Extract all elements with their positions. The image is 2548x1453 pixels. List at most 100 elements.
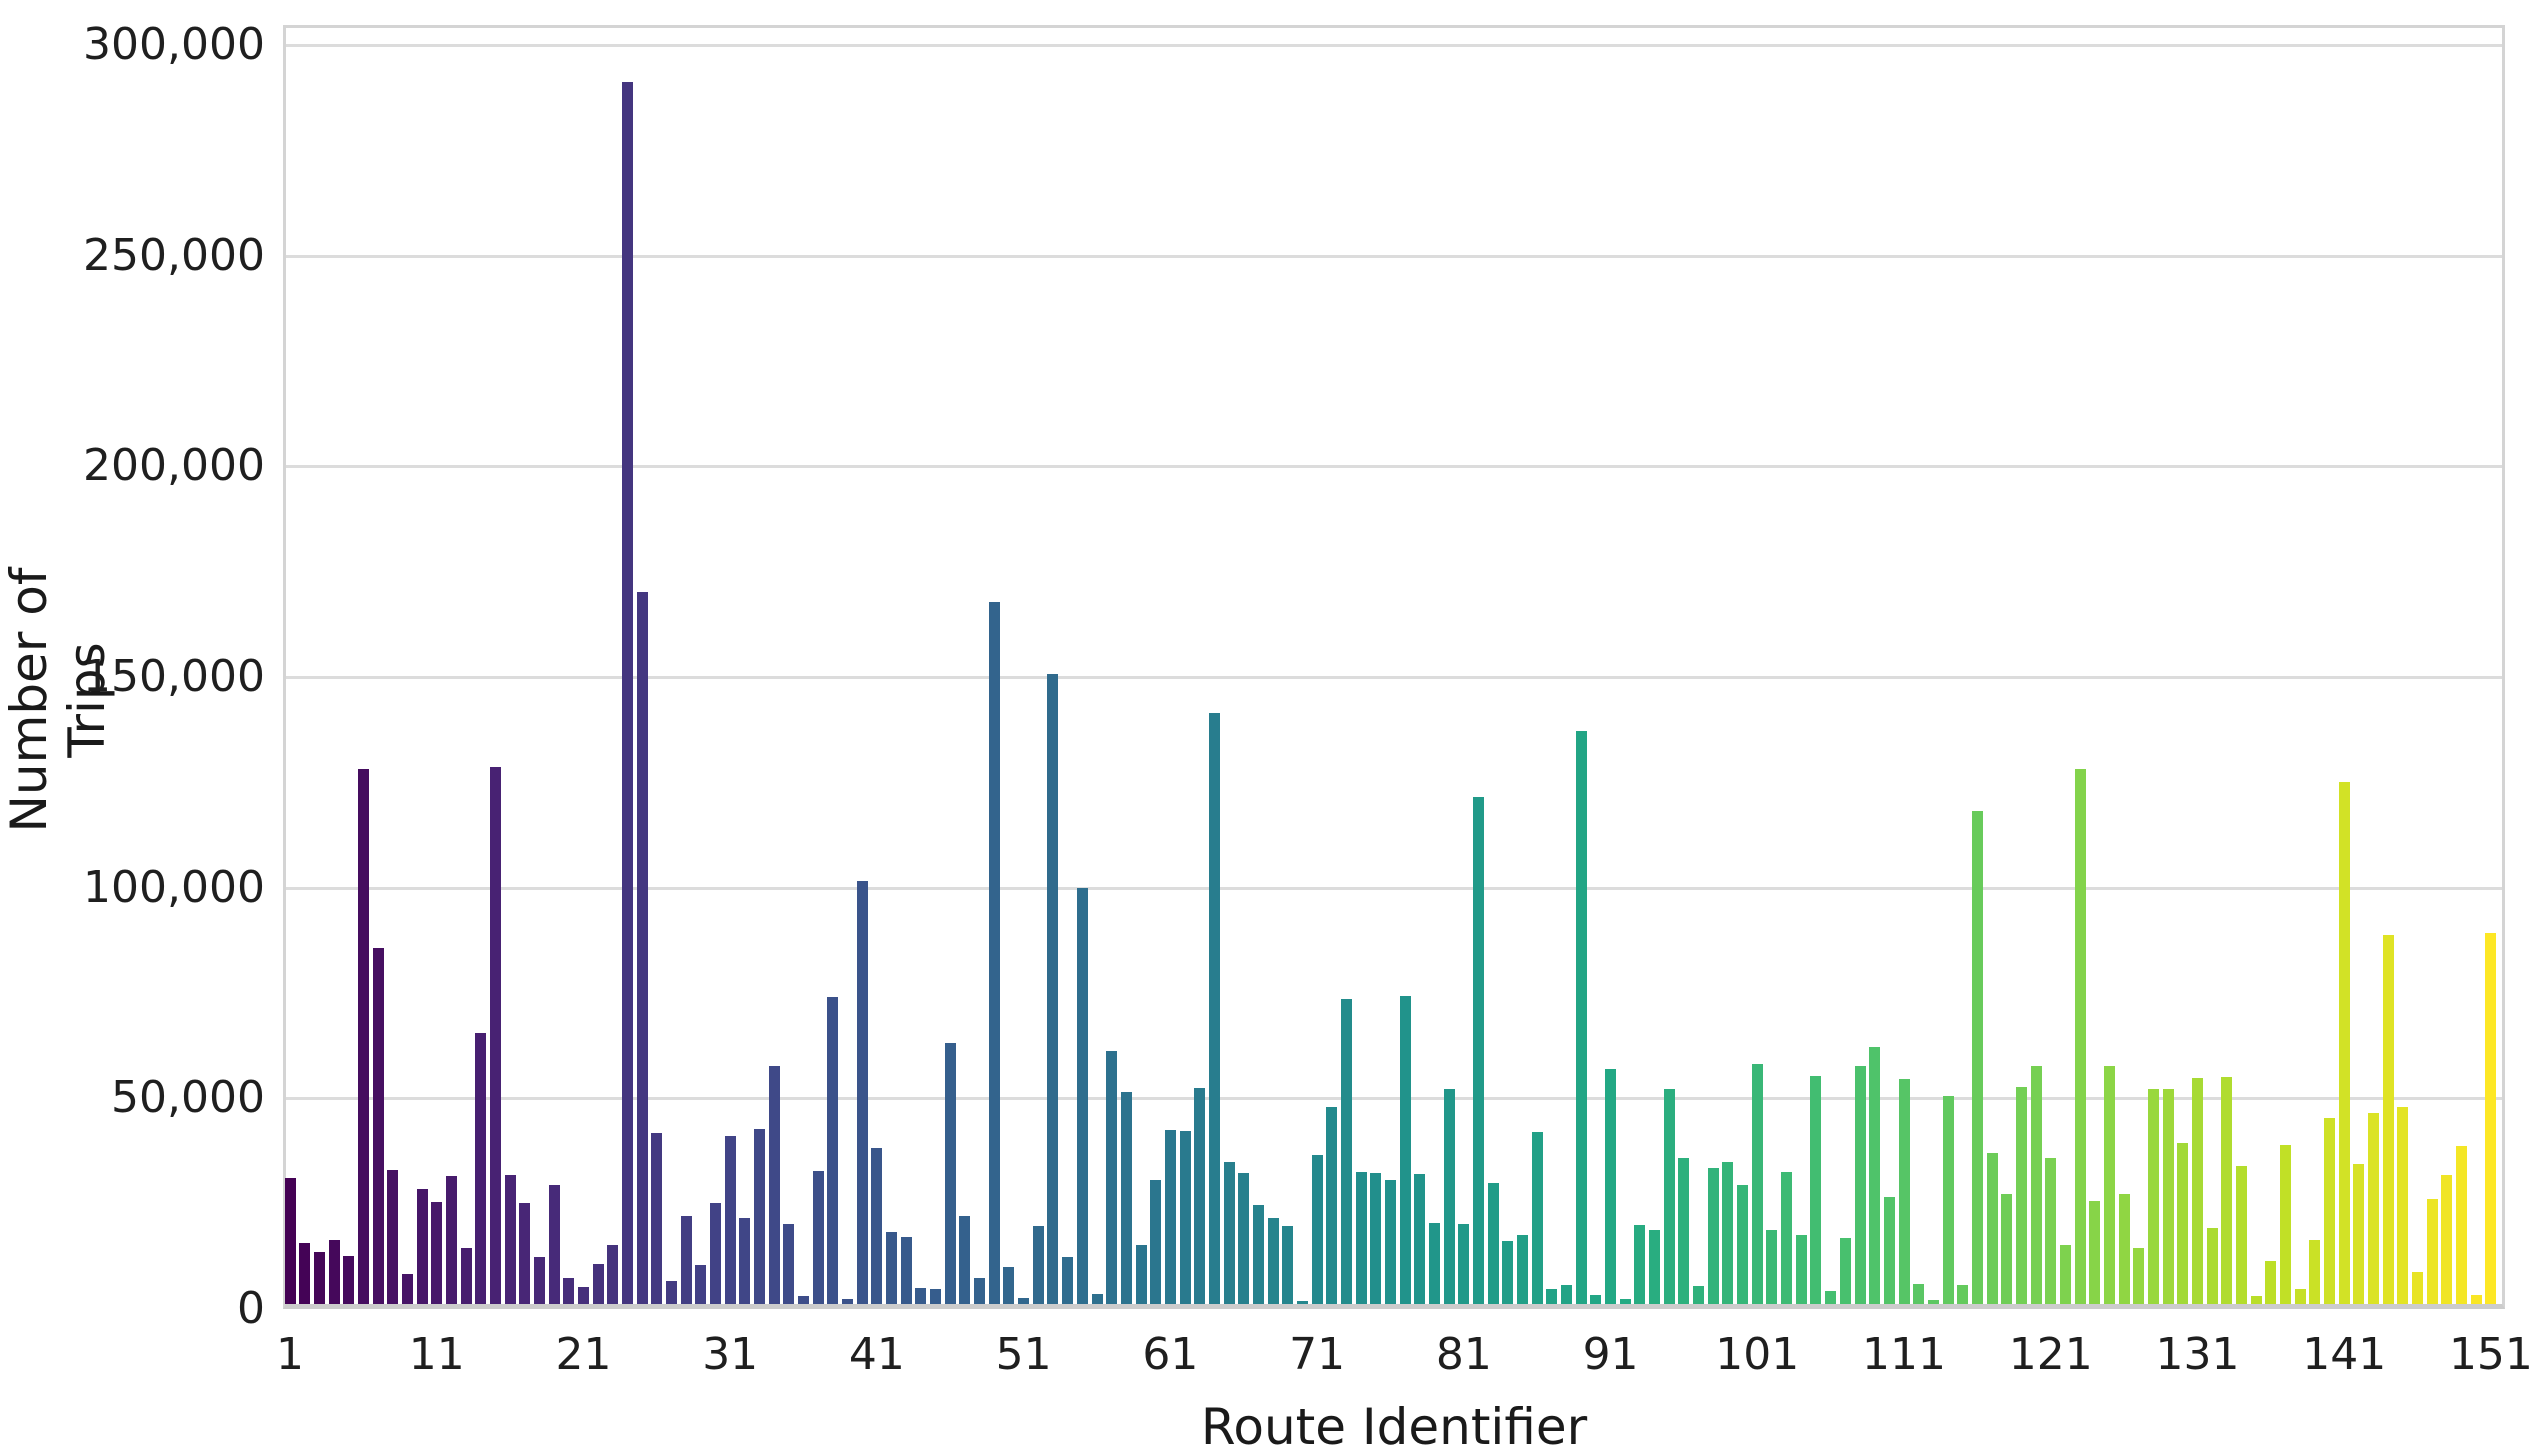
bar-route-130 (2177, 1143, 2189, 1304)
bar-route-29 (695, 1265, 707, 1304)
bar-route-131 (2191, 1078, 2203, 1304)
bar-route-118 (2001, 1194, 2013, 1304)
bar-route-52 (1032, 1226, 1044, 1304)
bar-route-35 (783, 1224, 795, 1304)
bar-route-134 (2236, 1166, 2247, 1304)
gridline-250000 (286, 254, 2502, 258)
bar-route-22 (592, 1264, 604, 1304)
bar-route-113 (1927, 1300, 1939, 1304)
bar-route-122 (2059, 1245, 2071, 1304)
bar-route-151 (2485, 933, 2497, 1304)
bar-route-31 (724, 1136, 736, 1304)
y-tick-label-50000: 50,000 (111, 1072, 265, 1124)
bar-route-147 (2426, 1199, 2438, 1304)
bar-route-109 (1869, 1047, 1881, 1304)
bar-route-91 (1605, 1069, 1617, 1304)
bar-route-144 (2382, 935, 2394, 1304)
bar-route-117 (1986, 1153, 1998, 1304)
bar-route-48 (974, 1278, 986, 1304)
x-tick-label-91: 91 (1582, 1329, 1639, 1380)
bar-route-124 (2089, 1201, 2101, 1304)
bar-route-129 (2162, 1089, 2174, 1304)
bar-route-72 (1326, 1107, 1338, 1304)
bar-route-4 (328, 1240, 340, 1304)
bar-route-143 (2368, 1113, 2380, 1304)
bar-route-100 (1737, 1185, 1749, 1304)
bar-route-13 (460, 1248, 472, 1304)
bar-route-11 (431, 1202, 443, 1304)
bar-route-71 (1311, 1155, 1323, 1304)
bar-route-119 (2015, 1087, 2027, 1304)
x-tick-label-11: 11 (408, 1329, 465, 1380)
bar-route-116 (1971, 811, 1983, 1304)
bar-route-25 (636, 592, 648, 1304)
bar-route-77 (1399, 996, 1411, 1304)
y-tick-label-200000: 200,000 (83, 440, 265, 492)
bar-route-145 (2397, 1107, 2409, 1304)
bar-route-19 (548, 1185, 560, 1304)
bar-route-114 (1942, 1096, 1954, 1304)
bar-route-104 (1795, 1235, 1807, 1304)
bar-route-98 (1707, 1168, 1719, 1304)
bar-route-36 (798, 1296, 810, 1304)
bar-route-21 (577, 1287, 589, 1304)
bar-route-3 (313, 1252, 325, 1304)
y-tick-label-300000: 300,000 (83, 18, 265, 70)
x-tick-label-101: 101 (1715, 1329, 1800, 1380)
bar-route-73 (1340, 999, 1352, 1304)
bar-route-103 (1781, 1172, 1793, 1304)
bar-route-7 (372, 948, 384, 1304)
bar-route-47 (959, 1216, 971, 1304)
bar-route-64 (1208, 713, 1220, 1304)
x-tick-label-21: 21 (555, 1329, 612, 1380)
bar-route-82 (1473, 797, 1484, 1304)
bar-route-88 (1561, 1285, 1573, 1304)
bar-route-137 (2280, 1145, 2292, 1304)
bar-route-8 (387, 1170, 399, 1304)
bar-route-125 (2103, 1066, 2115, 1304)
x-tick-label-51: 51 (995, 1329, 1052, 1380)
bar-route-85 (1517, 1235, 1529, 1304)
bar-route-149 (2456, 1146, 2468, 1304)
y-tick-label-250000: 250,000 (83, 229, 265, 281)
bar-route-54 (1062, 1257, 1074, 1304)
x-tick-label-141: 141 (2302, 1329, 2387, 1380)
plot-area (283, 25, 2505, 1309)
bar-route-87 (1546, 1289, 1558, 1304)
bar-route-120 (2030, 1066, 2042, 1304)
bar-route-68 (1267, 1218, 1279, 1304)
bar-route-50 (1003, 1267, 1015, 1304)
bar-route-70 (1296, 1301, 1308, 1304)
y-tick-label-0: 0 (237, 1283, 265, 1334)
bar-route-108 (1854, 1066, 1866, 1304)
bar-route-94 (1649, 1230, 1661, 1304)
bar-route-79 (1428, 1223, 1440, 1304)
bar-route-135 (2250, 1296, 2262, 1304)
x-tick-label-111: 111 (1862, 1329, 1946, 1380)
bar-route-106 (1825, 1291, 1837, 1304)
bar-route-138 (2294, 1289, 2306, 1304)
bar-route-49 (988, 602, 1000, 1304)
bar-route-60 (1150, 1180, 1162, 1304)
bar-route-9 (401, 1274, 413, 1304)
bar-route-46 (944, 1043, 956, 1304)
x-tick-label-151: 151 (2448, 1329, 2533, 1380)
x-tick-label-81: 81 (1435, 1329, 1492, 1380)
bar-route-75 (1370, 1173, 1382, 1304)
bar-route-115 (1957, 1285, 1969, 1304)
bar-route-20 (563, 1278, 575, 1304)
bar-route-99 (1722, 1162, 1734, 1304)
bar-route-128 (2147, 1089, 2159, 1304)
bar-route-56 (1091, 1294, 1103, 1304)
bar-route-78 (1414, 1174, 1426, 1304)
bar-route-66 (1238, 1173, 1250, 1304)
bar-route-65 (1223, 1162, 1235, 1304)
bar-route-62 (1179, 1131, 1191, 1304)
bar-route-69 (1282, 1226, 1294, 1304)
bar-route-55 (1076, 888, 1088, 1304)
bar-route-27 (665, 1281, 677, 1304)
bar-route-80 (1443, 1089, 1455, 1304)
bar-route-26 (651, 1133, 663, 1304)
gridline-150000 (286, 675, 2502, 679)
